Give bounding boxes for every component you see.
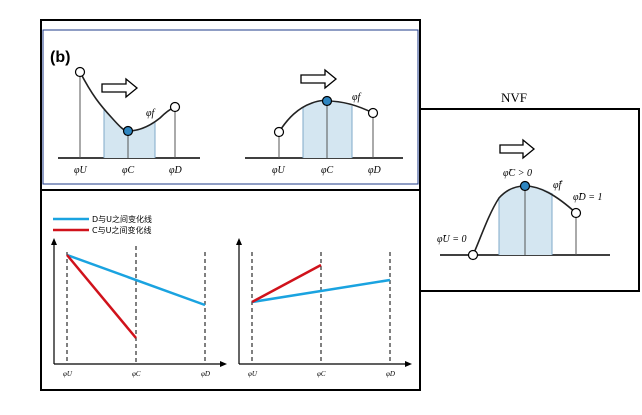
legend-label-blue: D与U之间变化线	[92, 214, 152, 224]
left-node-u	[74, 66, 86, 78]
nvf-node-u	[467, 249, 479, 261]
nvf-profile-curve	[472, 185, 577, 256]
left-plot-x-arrow-icon	[220, 361, 227, 367]
nvf-label-phi-f: φ̃f	[553, 180, 563, 191]
right-plot-tick-d: φD	[386, 370, 395, 378]
right-plot-tick-u: φU	[248, 370, 258, 378]
nvf-node-d	[570, 207, 582, 219]
left-plot-tick-c: φC	[132, 370, 141, 378]
right-plot-x-arrow-icon	[405, 361, 412, 367]
left-plot-y-arrow-icon	[51, 238, 57, 245]
main-frame	[40, 19, 421, 391]
left-node-d	[169, 101, 181, 113]
right-plot-y-arrow-icon	[236, 238, 242, 245]
right-line-plot: φU φC φD	[236, 238, 412, 378]
nvf-title: NVF	[501, 90, 527, 105]
legend: D与U之间变化线 C与U之间变化线	[53, 214, 152, 235]
right-node-d	[367, 107, 379, 119]
nvf-label-phi-c: φ̃C > 0	[503, 168, 532, 179]
left-flow-arrow-icon	[101, 77, 139, 99]
nvf-panel-frame	[419, 108, 640, 292]
nvf-label-phi-d: φ̃D = 1	[573, 192, 603, 203]
nvf-diagram: φ̃C > 0 φ̃f φ̃D = 1 φ̃U = 0	[437, 138, 610, 261]
left-label-phi-u: φU	[74, 165, 88, 176]
right-plot-red-line	[251, 263, 322, 304]
left-plot-red-line	[66, 254, 137, 339]
left-label-phi-d: φD	[169, 165, 183, 176]
nvf-node-c	[519, 180, 531, 192]
top-panel-frame	[42, 29, 419, 185]
left-line-plot: φU φC φD	[51, 238, 227, 378]
right-node-u	[273, 126, 285, 138]
right-plot-tick-c: φC	[317, 370, 326, 378]
left-stencil-diagram: φf φU φC φD	[58, 66, 200, 176]
left-label-phi-c: φC	[122, 165, 135, 176]
left-plot-blue-line	[66, 253, 206, 307]
nvf-label-phi-u: φ̃U = 0	[437, 234, 467, 245]
left-node-c	[122, 125, 134, 137]
panel-label: (b)	[50, 49, 70, 66]
right-label-phi-d: φD	[368, 165, 382, 176]
right-flow-arrow-icon	[300, 68, 338, 90]
left-plot-tick-d: φD	[201, 370, 210, 378]
right-node-c	[321, 95, 333, 107]
left-label-phi-f: φf	[146, 108, 156, 119]
legend-label-red: C与U之间变化线	[92, 225, 151, 235]
right-label-phi-c: φC	[321, 165, 334, 176]
right-label-phi-u: φU	[272, 165, 286, 176]
right-label-phi-f: φf	[352, 92, 362, 103]
right-plot-blue-line	[251, 278, 391, 304]
nvf-flow-arrow-icon	[499, 138, 536, 160]
right-stencil-diagram: φf φU φC φD	[245, 68, 403, 176]
left-plot-tick-u: φU	[63, 370, 73, 378]
